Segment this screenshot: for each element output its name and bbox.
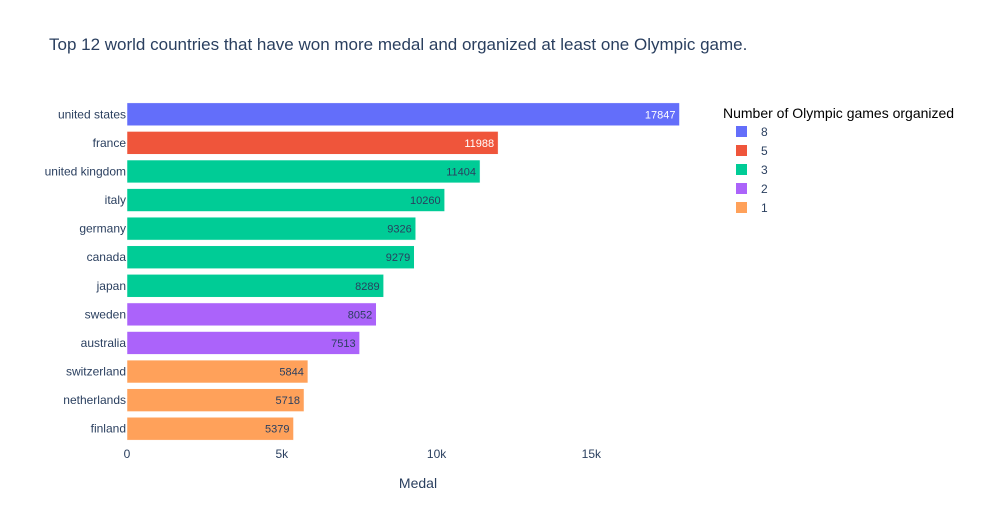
x-tick-label: 0: [124, 447, 131, 461]
y-tick-label: italy: [105, 193, 126, 207]
x-tick-label: 5k: [275, 447, 289, 461]
y-tick-label: netherlands: [63, 393, 126, 407]
bar-value-label: 5718: [276, 395, 300, 407]
bar-value-label: 8052: [348, 309, 372, 321]
bar-netherlands: [126, 388, 305, 412]
bar-value-label: 10260: [410, 195, 441, 207]
legend-swatch[interactable]: [736, 164, 747, 175]
y-tick-label: australia: [81, 336, 127, 350]
bar-sweden: [126, 302, 377, 327]
bar-finland: [126, 417, 294, 441]
bar-italy: [126, 188, 445, 212]
y-tick-label: finland: [91, 422, 126, 436]
legend-item-label[interactable]: 8: [761, 125, 768, 139]
bar-value-label: 8289: [355, 281, 379, 293]
legend-swatch[interactable]: [736, 145, 747, 156]
y-tick-label: germany: [79, 222, 126, 236]
y-tick-label: canada: [87, 250, 127, 264]
bar-value-label: 7513: [331, 338, 355, 350]
bar-value-label: 17847: [645, 109, 676, 121]
y-tick-label: switzerland: [66, 365, 126, 379]
x-tick-label: 15k: [582, 447, 602, 461]
x-tick-label: 10k: [427, 447, 447, 461]
legend: Number of Olympic games organized 8 5 3 2 1: [723, 105, 954, 215]
bar-united-states: [126, 102, 680, 126]
legend-swatch[interactable]: [736, 183, 747, 194]
y-tick-label: sweden: [85, 307, 126, 321]
x-axis-ticks: 0 5k 10k 15k: [124, 447, 602, 461]
y-tick-label: united states: [58, 107, 126, 121]
y-tick-label: japan: [96, 279, 126, 293]
y-tick-label: united kingdom: [45, 164, 126, 178]
bar-switzerland: [126, 359, 309, 384]
bar-canada: [126, 245, 415, 269]
bar-value-label: 9279: [386, 252, 410, 264]
legend-swatch[interactable]: [736, 202, 747, 213]
legend-item-label[interactable]: 3: [761, 163, 768, 177]
bar-germany: [126, 216, 416, 241]
y-tick-label: france: [93, 136, 127, 150]
legend-item-label[interactable]: 5: [761, 144, 768, 158]
legend-item-label[interactable]: 2: [761, 182, 768, 196]
bar-value-label: 5844: [279, 367, 303, 379]
bar-australia: [126, 331, 360, 355]
bar-japan: [126, 274, 384, 298]
bar-value-label: 9326: [387, 224, 411, 236]
bar-value-label: 11404: [446, 166, 476, 178]
bars-layer: 17847 11988 11404 10260 9326 9279 8289 8052 7513…: [126, 102, 680, 441]
legend-swatch[interactable]: [736, 126, 747, 137]
y-axis-labels: united states france united kingdom italy ge…: [45, 107, 127, 435]
legend-title: Number of Olympic games organized: [723, 105, 954, 121]
bar-united-kingdom: [126, 159, 481, 184]
chart-title: Top 12 world countries that have won mor…: [49, 35, 747, 54]
x-axis-title: Medal: [399, 475, 437, 491]
bar-value-label: 5379: [265, 424, 289, 436]
bar-value-label: 11988: [464, 138, 494, 150]
legend-item-label[interactable]: 1: [761, 201, 768, 215]
bar-france: [126, 131, 499, 155]
